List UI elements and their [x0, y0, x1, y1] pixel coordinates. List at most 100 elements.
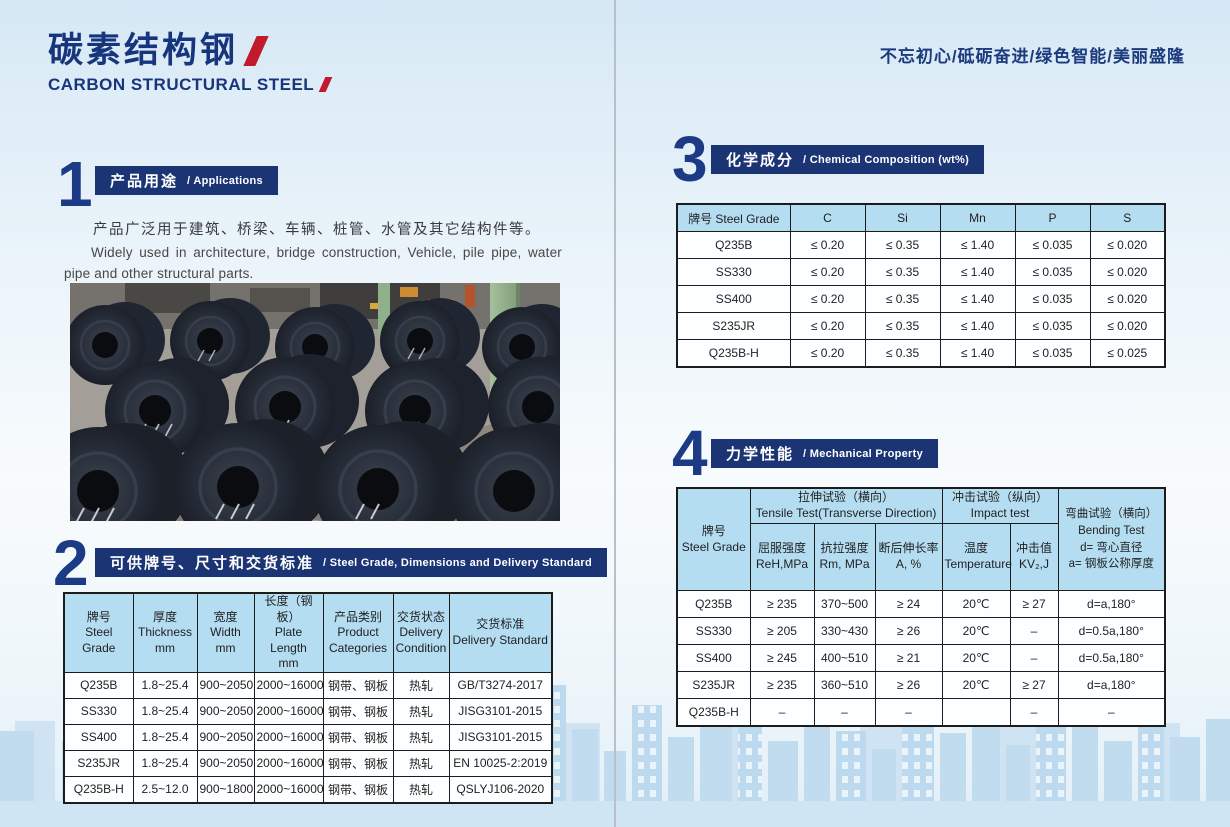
table-cell: –	[749, 698, 815, 727]
dimensions-table: 牌号 Steel Grade 厚度 Thickness mm 宽度 Width mm 长度…	[63, 592, 553, 804]
table-cell	[941, 698, 1011, 727]
table-cell: Q235B-H	[676, 339, 791, 368]
table-cell: –	[874, 698, 943, 727]
table-row: SS330 1.8~25.4 900~2050 2000~16000 钢带、钢板 热轧 JI…	[63, 697, 553, 725]
table-cell: JISG3101-2015	[448, 723, 553, 751]
table-cell: ≤ 0.35	[864, 339, 941, 368]
table-cell: GB/T3274-2017	[448, 671, 553, 699]
table-cell: 20℃	[941, 617, 1011, 645]
table-cell: 900~2050	[196, 723, 255, 751]
section-title-cn: 产品用途	[110, 173, 179, 190]
table-cell: 360~510	[813, 671, 876, 699]
section-header-dimensions: 可供牌号、尺寸和交货标准 / Steel Grade, Dimensions a…	[95, 548, 608, 577]
table-cell: ≤ 0.35	[864, 231, 941, 259]
table-cell: 钢带、钢板	[322, 723, 394, 751]
table-row: SS400 1.8~25.4 900~2050 2000~16000 钢带、钢板 热轧 JI…	[63, 723, 553, 751]
column-header: 交货状态 Delivery Condition	[392, 592, 450, 673]
table-cell: –	[813, 698, 876, 727]
column-header: Si	[864, 203, 941, 232]
table-cell: 热轧	[392, 697, 450, 725]
table-subheader-row: 屈服强度 ReH,MPa 抗拉强度 Rm, MPa 断后伸长率 A, % 温度 Temp…	[677, 523, 1165, 591]
table-cell: 2000~16000	[253, 749, 324, 777]
mechanical-property-table: 牌号 Steel Grade 拉伸试验（横向） Tensile Test(Trans…	[676, 487, 1167, 727]
table-cell: Q235B	[676, 590, 751, 618]
table-cell: Q235B	[676, 231, 791, 259]
table-cell: 2000~16000	[253, 671, 324, 699]
table-cell: ≤ 0.35	[864, 312, 941, 340]
page-fold-divider	[614, 0, 616, 827]
table-cell: ≤ 0.035	[1014, 312, 1091, 340]
table-cell: SS400	[676, 285, 791, 313]
section-number-4: 4	[672, 417, 708, 489]
section-title-en: / Steel Grade, Dimensions and Delivery S…	[323, 556, 593, 569]
table-cell: 钢带、钢板	[322, 671, 394, 699]
table-cell: SS330	[63, 697, 134, 725]
column-header: C	[789, 203, 866, 232]
table-cell: 400~510	[813, 644, 876, 672]
table-cell: ≤ 0.20	[789, 339, 866, 368]
section-title-cn: 力学性能	[726, 446, 795, 463]
table-cell: 2000~16000	[253, 723, 324, 751]
table-cell: ≤ 1.40	[939, 258, 1016, 286]
section-number-1: 1	[57, 148, 93, 220]
section-header-applications: 产品用途 / Applications	[95, 166, 278, 195]
table-row: Q235B-H 2.5~12.0 900~1800 2000~16000 钢带、钢板 热轧…	[63, 775, 553, 804]
section-header-mechanical: 力学性能 / Mechanical Property	[711, 439, 939, 468]
table-row: SS330 ≤ 0.20 ≤ 0.35 ≤ 1.40 ≤ 0.035 ≤ 0.020	[676, 258, 1166, 286]
table-cell: –	[1009, 617, 1059, 645]
section-title-cn: 化学成分	[726, 152, 795, 169]
table-cell: 330~430	[813, 617, 876, 645]
red-slash-icon	[318, 77, 333, 93]
table-cell: ≥ 26	[874, 617, 943, 645]
table-cell: 热轧	[392, 775, 450, 804]
table-row: S235JR ≤ 0.20 ≤ 0.35 ≤ 1.40 ≤ 0.035 ≤ 0.020	[676, 312, 1166, 340]
column-header: 牌号 Steel Grade	[63, 592, 134, 673]
table-cell: d=a,180°	[1057, 590, 1166, 618]
table-row: Q235B-H – – – – –	[676, 698, 1166, 727]
section-header-chemical: 化学成分 / Chemical Composition (wt%)	[711, 145, 985, 174]
table-cell: ≤ 1.40	[939, 339, 1016, 368]
table-cell: ≥ 235	[749, 671, 815, 699]
table-cell: ≤ 0.20	[789, 258, 866, 286]
table-cell: 900~1800	[196, 775, 255, 804]
table-cell: 1.8~25.4	[132, 697, 198, 725]
table-cell: ≥ 245	[749, 644, 815, 672]
table-cell: Q235B	[63, 671, 134, 699]
column-header: 宽度 Width mm	[196, 592, 255, 673]
table-cell: ≤ 1.40	[939, 312, 1016, 340]
column-header-bending: 弯曲试验（横向） Bending Test d= 弯心直径 a= 钢板公称厚度	[1057, 487, 1166, 591]
table-cell: –	[1057, 698, 1166, 727]
column-header-grade: 牌号 Steel Grade	[676, 487, 751, 591]
table-cell: –	[1009, 644, 1059, 672]
table-cell: 900~2050	[196, 671, 255, 699]
column-header: P	[1014, 203, 1091, 232]
table-cell: ≤ 1.40	[939, 231, 1016, 259]
table-header-row: 牌号 Steel Grade 拉伸试验（横向） Tensile Test(Trans…	[676, 487, 1166, 591]
column-header: 抗拉强度 Rm, MPa	[813, 523, 876, 591]
column-header: 交货标准 Delivery Standard	[448, 592, 553, 673]
table-cell: S235JR	[676, 312, 791, 340]
table-row: SS400 ≥ 245 400~510 ≥ 21 20℃ – d=0.5a,180°	[676, 644, 1166, 672]
table-row: Q235B 1.8~25.4 900~2050 2000~16000 钢带、钢板 热轧 GB…	[63, 671, 553, 699]
column-header: 冲击值 KV₂,J	[1009, 523, 1059, 591]
table-cell: ≤ 0.035	[1014, 285, 1091, 313]
column-header: S	[1089, 203, 1166, 232]
table-row: SS400 ≤ 0.20 ≤ 0.35 ≤ 1.40 ≤ 0.035 ≤ 0.020	[676, 285, 1166, 313]
table-cell: SS400	[676, 644, 751, 672]
table-cell: ≤ 0.35	[864, 258, 941, 286]
table-cell: 900~2050	[196, 749, 255, 777]
table-cell: ≤ 0.020	[1089, 231, 1166, 259]
table-cell: d=0.5a,180°	[1057, 644, 1166, 672]
table-cell: 钢带、钢板	[322, 697, 394, 725]
steel-coils-photo	[70, 283, 560, 521]
title-english: CARBON STRUCTURAL STEEL	[48, 74, 315, 94]
table-cell: 370~500	[813, 590, 876, 618]
table-header-row: 牌号 Steel Grade C Si Mn P S	[676, 203, 1166, 232]
table-cell: ≥ 205	[749, 617, 815, 645]
column-header: 温度 Temperature	[941, 523, 1012, 591]
column-header: 长度（钢板） Plate Length mm	[253, 592, 324, 673]
table-row: S235JR 1.8~25.4 900~2050 2000~16000 钢带、钢板 热轧 E…	[63, 749, 553, 777]
table-row: Q235B ≥ 235 370~500 ≥ 24 20℃ ≥ 27 d=a,180°	[676, 590, 1166, 618]
table-cell: ≤ 0.020	[1089, 258, 1166, 286]
